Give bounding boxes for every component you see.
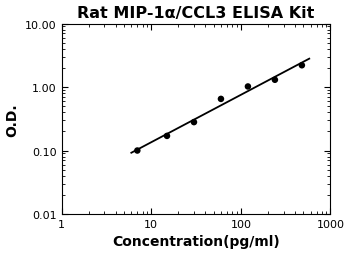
Point [218,98,224,102]
Point [134,149,140,153]
Point [245,85,251,89]
Y-axis label: O.D.: O.D. [6,103,20,136]
Point [272,78,278,83]
Title: Rat MIP-1α/CCL3 ELISA Kit: Rat MIP-1α/CCL3 ELISA Kit [77,6,315,21]
Point [299,64,305,68]
X-axis label: Concentration(pg/ml): Concentration(pg/ml) [112,234,280,248]
Point [164,134,170,138]
Point [191,121,197,125]
